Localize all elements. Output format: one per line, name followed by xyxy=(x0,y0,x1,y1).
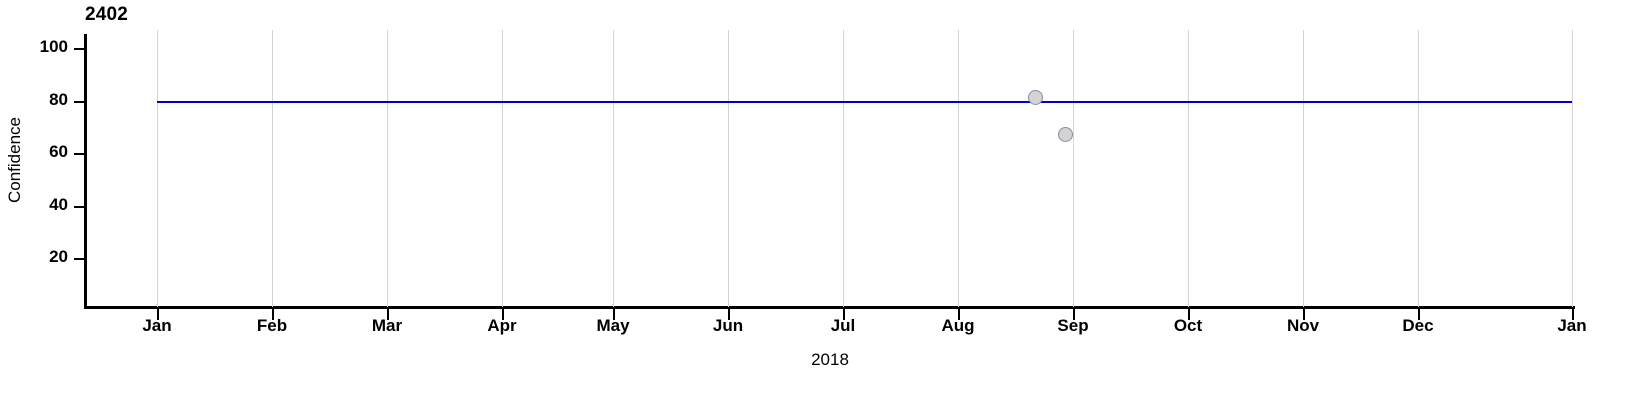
gridline-jul-6 xyxy=(843,30,844,307)
gridline-aug-7 xyxy=(958,30,959,307)
y-tick-mark xyxy=(74,100,85,103)
x-tick-label: Dec xyxy=(1402,316,1434,335)
gridline-apr-3 xyxy=(502,30,503,307)
threshold-line xyxy=(157,100,1572,103)
x-tick-label: Sep xyxy=(1057,316,1089,335)
y-tick-mark xyxy=(74,258,85,260)
gridline-sep-8 xyxy=(1073,30,1074,307)
x-tick-label: Feb xyxy=(256,316,288,335)
gridline-nov-10 xyxy=(1303,30,1304,307)
x-tick-mark xyxy=(502,309,504,320)
x-tick-mark xyxy=(613,309,615,320)
chart-title: 2402 xyxy=(85,4,129,25)
x-tick-label: Aug xyxy=(941,316,975,335)
x-tick-mark xyxy=(1073,309,1075,320)
data-point[interactable] xyxy=(1027,90,1043,106)
x-tick-label: Jul xyxy=(830,316,856,335)
plot-area xyxy=(85,30,1575,307)
x-tick-mark xyxy=(958,309,960,320)
x-tick-mark xyxy=(843,309,845,320)
gridline-may-4 xyxy=(613,30,614,307)
gridline-feb-1 xyxy=(272,30,273,307)
data-point[interactable] xyxy=(1057,127,1073,143)
x-tick-label: Jan xyxy=(1557,316,1587,335)
x-tick-label: May xyxy=(596,316,630,335)
y-tick-label: 40 xyxy=(49,194,68,214)
x-tick-mark xyxy=(1303,309,1305,320)
x-tick-label: Mar xyxy=(371,316,403,335)
x-tick-label: Nov xyxy=(1286,316,1320,335)
x-tick-mark xyxy=(1418,309,1420,320)
x-axis-label: 2018 xyxy=(811,350,849,369)
y-tick-label: 20 xyxy=(49,247,68,266)
gridline-jan-12 xyxy=(1572,30,1573,307)
x-tick-mark xyxy=(272,309,274,320)
x-tick-mark xyxy=(728,309,730,320)
gridline-jun-5 xyxy=(728,30,729,307)
x-tick-label: Apr xyxy=(487,316,517,335)
y-axis-spine xyxy=(84,34,87,309)
y-tick-mark xyxy=(74,48,85,50)
x-tick-label: Jan xyxy=(142,316,172,335)
gridline-dec-11 xyxy=(1418,30,1419,307)
y-tick-label: 80 xyxy=(49,89,68,109)
y-tick-label: 60 xyxy=(49,142,68,161)
x-tick-mark xyxy=(1572,309,1574,320)
x-tick-mark xyxy=(157,309,159,320)
y-tick-mark xyxy=(74,153,85,155)
y-tick-mark xyxy=(74,205,85,208)
gridline-oct-9 xyxy=(1188,30,1189,307)
x-tick-label: Jun xyxy=(712,316,744,335)
x-tick-label: Oct xyxy=(1173,316,1203,335)
x-tick-mark xyxy=(387,309,389,320)
y-tick-label: 100 xyxy=(39,37,68,56)
x-tick-mark xyxy=(1188,309,1190,320)
x-axis-spine xyxy=(85,306,1575,309)
gridline-jan-0 xyxy=(157,30,158,307)
gridline-mar-2 xyxy=(387,30,388,307)
